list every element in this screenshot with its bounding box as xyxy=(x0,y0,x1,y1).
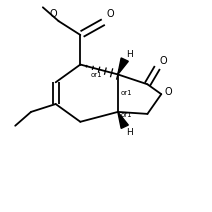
Text: O: O xyxy=(107,9,115,19)
Text: O: O xyxy=(159,56,167,66)
Text: or1: or1 xyxy=(90,73,102,78)
Text: or1: or1 xyxy=(121,112,132,118)
Text: O: O xyxy=(49,9,57,19)
Text: O: O xyxy=(164,87,172,97)
Polygon shape xyxy=(118,58,128,74)
Polygon shape xyxy=(118,112,128,128)
Text: H: H xyxy=(126,128,132,137)
Text: H: H xyxy=(126,50,132,59)
Text: or1: or1 xyxy=(121,90,132,96)
